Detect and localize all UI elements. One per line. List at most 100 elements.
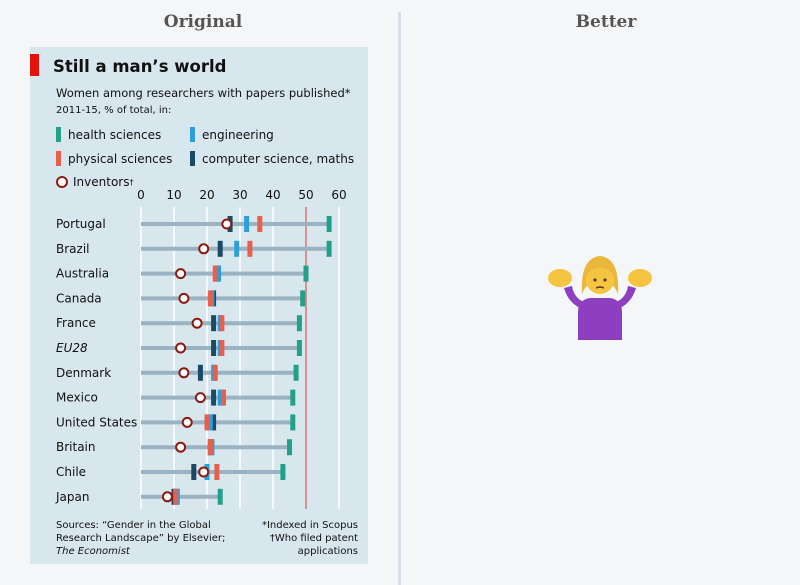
- chart-plot: 0 10 20 30 40 50 60 Portugal Brazil Australia Cana…: [55, 188, 347, 509]
- red-tag: [30, 54, 39, 76]
- legend-physical-label: physical sciences: [68, 151, 173, 166]
- inventor-marker-icon: [56, 176, 68, 188]
- legend-physical-swatch: [56, 151, 61, 166]
- bar-mark-computer: [217, 240, 223, 257]
- panel-title-original: Original: [163, 12, 243, 32]
- bar-mark-health: [217, 488, 223, 505]
- bar-mark-physical: [173, 488, 179, 505]
- footnote-inventors-2: applications: [297, 546, 358, 557]
- legend-inventors: Inventors †: [56, 175, 133, 189]
- legend-health-swatch: [56, 127, 61, 142]
- bar-mark-physical: [212, 364, 218, 381]
- bar-mark-health: [280, 464, 286, 480]
- legend-computer-label: computer science, maths: [202, 151, 355, 166]
- country-label: Australia: [56, 267, 109, 281]
- legend-physical: physical sciences: [56, 151, 172, 166]
- bar-mark-physical: [207, 290, 213, 307]
- x-tick-label-60: 60: [331, 188, 346, 202]
- panel-title-better: Better: [575, 12, 637, 32]
- bar-mark-computer: [191, 464, 197, 480]
- country-label: Portugal: [56, 217, 106, 231]
- source-line1: Sources: “Gender in the Global: [56, 520, 211, 531]
- inventor-dot: [191, 317, 203, 329]
- bar-mark-physical: [207, 439, 213, 456]
- bar-mark-physical: [247, 240, 253, 257]
- country-label: Brazil: [56, 242, 90, 256]
- country-label: Chile: [56, 465, 86, 479]
- country-label: Denmark: [56, 366, 111, 380]
- inventor-dot: [175, 342, 187, 354]
- bar-mark-health: [303, 265, 309, 282]
- bar-mark-physical: [204, 414, 210, 431]
- x-tick-label-10: 10: [166, 188, 181, 202]
- legend-health-label: health sciences: [68, 127, 162, 142]
- bar-mark-physical: [214, 464, 220, 480]
- bar-mark-health: [296, 315, 302, 332]
- chart-card: Still a man’s world Women among research…: [30, 47, 368, 564]
- legend-engineering-swatch: [190, 127, 195, 142]
- bar-mark-health: [300, 290, 306, 307]
- x-tick-label-50: 50: [298, 188, 313, 202]
- bar-mark-computer: [211, 414, 217, 431]
- bar-mark-engineering: [207, 414, 213, 431]
- bar-mark-health: [293, 364, 299, 381]
- inventor-dot: [198, 466, 210, 478]
- source-line3: The Economist: [56, 546, 130, 557]
- inventor-dot: [178, 292, 190, 304]
- bar-mark-health: [290, 389, 296, 406]
- bar-mark-health: [290, 414, 296, 431]
- bar-mark-physical: [257, 216, 263, 232]
- inventor-dot: [175, 441, 187, 453]
- footnotes: *Indexed in Scopus †Who filed patent app…: [218, 519, 358, 558]
- bar-mark-engineering: [234, 240, 240, 257]
- x-tick-label-0: 0: [137, 188, 145, 202]
- source-line2: Research Landscape” by Elsevier;: [56, 533, 226, 544]
- x-tick-label-40: 40: [265, 188, 280, 202]
- legend-inventors-dagger: †: [129, 177, 134, 187]
- bar-mark-health: [296, 340, 302, 356]
- bar-mark-computer: [211, 340, 217, 356]
- legend-engineering-label: engineering: [202, 127, 274, 142]
- bar-mark-engineering: [244, 216, 250, 232]
- bar-mark-computer: [211, 315, 217, 332]
- bar-mark-physical: [221, 389, 226, 406]
- bar-mark-engineering: [217, 389, 223, 406]
- country-label: Britain: [56, 440, 96, 454]
- bar-mark-physical: [219, 315, 225, 332]
- chart-title: Still a man’s world: [53, 57, 227, 76]
- country-label: Mexico: [56, 391, 98, 405]
- inventor-dot: [175, 268, 187, 280]
- country-label: Canada: [56, 291, 102, 305]
- inventor-dot: [221, 218, 233, 230]
- legend-inventors-label: Inventors: [73, 175, 130, 189]
- footnote-inventors-1: †Who filed patent: [269, 533, 358, 544]
- legend-health: health sciences: [56, 127, 161, 142]
- chart-subtitle-line2: 2011-15, % of total, in:: [56, 105, 172, 116]
- bar-mark-computer: [197, 364, 203, 381]
- inventor-dot: [178, 367, 190, 379]
- panel-divider: [398, 12, 401, 585]
- legend-engineering: engineering: [190, 127, 274, 142]
- legend-computer: computer science, maths: [190, 151, 354, 166]
- source-note: Sources: “Gender in the Global Research …: [56, 519, 236, 558]
- country-label: EU28: [56, 341, 88, 355]
- bar-mark-physical: [219, 340, 225, 356]
- bar-mark-computer: [211, 389, 217, 406]
- chart-subtitle-line1: Women among researchers with papers publ…: [56, 86, 351, 100]
- bar-mark-health: [326, 240, 332, 257]
- country-label: France: [56, 316, 96, 330]
- footnote-scopus: *Indexed in Scopus: [261, 520, 358, 531]
- inventor-dot: [198, 243, 210, 255]
- country-label: United States: [56, 415, 137, 429]
- inventor-dot: [194, 392, 206, 404]
- country-label: Japan: [55, 490, 89, 504]
- legend-computer-swatch: [190, 151, 195, 166]
- bar-mark-physical: [212, 265, 218, 282]
- bar-mark-health: [287, 439, 292, 456]
- x-tick-label-30: 30: [232, 188, 247, 202]
- bar-mark-engineering: [216, 265, 222, 282]
- shrug-emoji-icon: [540, 250, 660, 340]
- bar-mark-health: [326, 216, 332, 232]
- x-tick-label-20: 20: [199, 188, 214, 202]
- inventor-dot: [161, 491, 173, 503]
